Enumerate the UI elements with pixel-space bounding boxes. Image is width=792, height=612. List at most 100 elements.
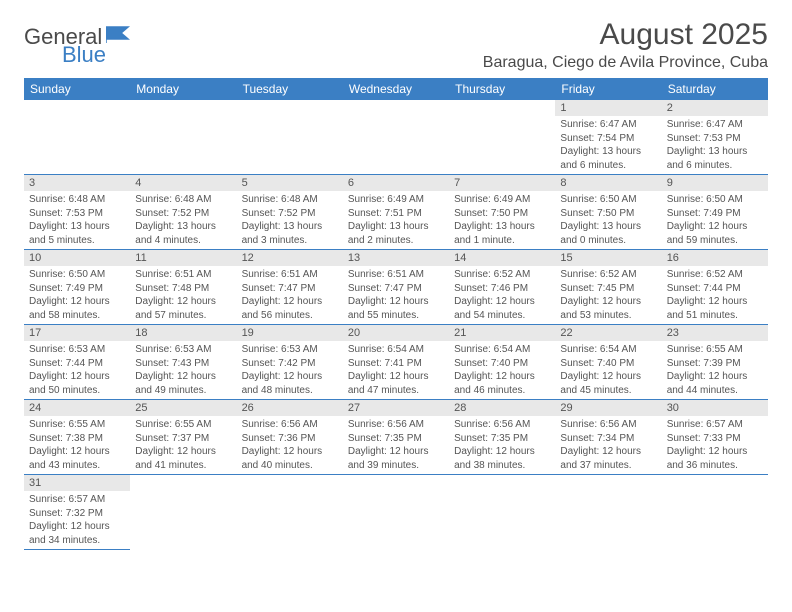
daylight-text: Daylight: 12 hours and 55 minutes. <box>348 295 444 322</box>
sunrise-text: Sunrise: 6:50 AM <box>560 193 656 207</box>
calendar-week-row: 17 Sunrise: 6:53 AM Sunset: 7:44 PM Dayligh… <box>24 325 768 400</box>
sunset-text: Sunset: 7:47 PM <box>242 282 338 296</box>
day-details: Sunrise: 6:55 AMSunset: 7:37 PMDaylight:… <box>130 416 236 474</box>
calendar-day-cell: 16Sunrise: 6:52 AMSunset: 7:44 PMDayligh… <box>662 250 768 325</box>
calendar-day-cell: 24Sunrise: 6:55 AMSunset: 7:38 PMDayligh… <box>24 400 130 475</box>
calendar-day-cell: 17Sunrise: 6:53 AMSunset: 7:44 PMDayligh… <box>24 325 130 400</box>
sunset-text: Sunset: 7:42 PM <box>242 357 338 371</box>
sunset-text: Sunset: 7:39 PM <box>667 357 763 371</box>
header: General August 2025 Baragua, Ciego de Av… <box>24 18 768 72</box>
calendar-day-cell <box>449 475 555 550</box>
day-number: 4 <box>130 175 236 191</box>
calendar-day-cell: 8Sunrise: 6:50 AMSunset: 7:50 PMDaylight… <box>555 175 661 250</box>
weekday-header: Sunday <box>24 78 130 100</box>
calendar-day-cell <box>130 100 236 175</box>
sunrise-text: Sunrise: 6:56 AM <box>454 418 550 432</box>
sunset-text: Sunset: 7:44 PM <box>667 282 763 296</box>
day-details: Sunrise: 6:56 AMSunset: 7:36 PMDaylight:… <box>237 416 343 474</box>
calendar-day-cell <box>555 475 661 550</box>
sunset-text: Sunset: 7:33 PM <box>667 432 763 446</box>
calendar-day-cell: 13Sunrise: 6:51 AMSunset: 7:47 PMDayligh… <box>343 250 449 325</box>
day-number: 31 <box>24 475 130 491</box>
sunset-text: Sunset: 7:49 PM <box>29 282 125 296</box>
day-number: 25 <box>130 400 236 416</box>
calendar-day-cell: 28Sunrise: 6:56 AMSunset: 7:35 PMDayligh… <box>449 400 555 475</box>
weekday-header: Friday <box>555 78 661 100</box>
day-details: Sunrise: 6:54 AMSunset: 7:40 PMDaylight:… <box>555 341 661 399</box>
sunrise-text: Sunrise: 6:51 AM <box>242 268 338 282</box>
day-number: 29 <box>555 400 661 416</box>
daylight-text: Daylight: 12 hours and 57 minutes. <box>135 295 231 322</box>
calendar-week-row: 3Sunrise: 6:48 AMSunset: 7:53 PMDaylight… <box>24 175 768 250</box>
day-number: 6 <box>343 175 449 191</box>
sunrise-text: Sunrise: 6:53 AM <box>135 343 231 357</box>
day-number: 22 <box>555 325 661 341</box>
calendar-week-row: 1Sunrise: 6:47 AMSunset: 7:54 PMDaylight… <box>24 100 768 175</box>
sunrise-text: Sunrise: 6:48 AM <box>135 193 231 207</box>
sunset-text: Sunset: 7:43 PM <box>135 357 231 371</box>
day-details: Sunrise: 6:56 AMSunset: 7:35 PMDaylight:… <box>343 416 449 474</box>
calendar-day-cell: 7Sunrise: 6:49 AMSunset: 7:50 PMDaylight… <box>449 175 555 250</box>
calendar-day-cell: 2Sunrise: 6:47 AMSunset: 7:53 PMDaylight… <box>662 100 768 175</box>
sunrise-text: Sunrise: 6:57 AM <box>29 493 125 507</box>
sunrise-text: Sunrise: 6:56 AM <box>560 418 656 432</box>
calendar-day-cell: 19Sunrise: 6:53 AMSunset: 7:42 PMDayligh… <box>237 325 343 400</box>
daylight-text: Daylight: 12 hours and 58 minutes. <box>29 295 125 322</box>
day-details: Sunrise: 6:48 AMSunset: 7:52 PMDaylight:… <box>237 191 343 249</box>
day-number: 11 <box>130 250 236 266</box>
calendar-day-cell: 12Sunrise: 6:51 AMSunset: 7:47 PMDayligh… <box>237 250 343 325</box>
day-number: 7 <box>449 175 555 191</box>
sunrise-text: Sunrise: 6:51 AM <box>348 268 444 282</box>
day-number: 10 <box>24 250 130 266</box>
daylight-text: Daylight: 12 hours and 46 minutes. <box>454 370 550 397</box>
daylight-text: Daylight: 12 hours and 51 minutes. <box>667 295 763 322</box>
calendar-day-cell: 31Sunrise: 6:57 AMSunset: 7:32 PMDayligh… <box>24 475 130 550</box>
sunrise-text: Sunrise: 6:56 AM <box>242 418 338 432</box>
calendar-day-cell: 27Sunrise: 6:56 AMSunset: 7:35 PMDayligh… <box>343 400 449 475</box>
day-details: Sunrise: 6:55 AMSunset: 7:39 PMDaylight:… <box>662 341 768 399</box>
day-number: 23 <box>662 325 768 341</box>
day-details: Sunrise: 6:55 AMSunset: 7:38 PMDaylight:… <box>24 416 130 474</box>
day-number: 17 <box>24 325 130 341</box>
sunrise-text: Sunrise: 6:48 AM <box>242 193 338 207</box>
day-number: 24 <box>24 400 130 416</box>
weekday-header: Monday <box>130 78 236 100</box>
sunrise-text: Sunrise: 6:51 AM <box>135 268 231 282</box>
logo-text-blue: Blue <box>62 42 106 67</box>
day-details: Sunrise: 6:50 AMSunset: 7:49 PMDaylight:… <box>24 266 130 324</box>
sunset-text: Sunset: 7:50 PM <box>560 207 656 221</box>
day-details: Sunrise: 6:50 AMSunset: 7:49 PMDaylight:… <box>662 191 768 249</box>
day-number: 1 <box>555 100 661 116</box>
sunset-text: Sunset: 7:47 PM <box>348 282 444 296</box>
sunset-text: Sunset: 7:35 PM <box>348 432 444 446</box>
sunrise-text: Sunrise: 6:55 AM <box>29 418 125 432</box>
calendar-day-cell: 20Sunrise: 6:54 AMSunset: 7:41 PMDayligh… <box>343 325 449 400</box>
sunset-text: Sunset: 7:38 PM <box>29 432 125 446</box>
sunset-text: Sunset: 7:44 PM <box>29 357 125 371</box>
calendar-day-cell: 21Sunrise: 6:54 AMSunset: 7:40 PMDayligh… <box>449 325 555 400</box>
calendar-day-cell: 4Sunrise: 6:48 AMSunset: 7:52 PMDaylight… <box>130 175 236 250</box>
day-details: Sunrise: 6:52 AMSunset: 7:46 PMDaylight:… <box>449 266 555 324</box>
day-details: Sunrise: 6:52 AMSunset: 7:44 PMDaylight:… <box>662 266 768 324</box>
sunrise-text: Sunrise: 6:49 AM <box>454 193 550 207</box>
sunrise-text: Sunrise: 6:47 AM <box>560 118 656 132</box>
header-right: August 2025 Baragua, Ciego de Avila Prov… <box>483 18 768 72</box>
daylight-text: Daylight: 12 hours and 48 minutes. <box>242 370 338 397</box>
calendar-week-row: 24Sunrise: 6:55 AMSunset: 7:38 PMDayligh… <box>24 400 768 475</box>
daylight-text: Daylight: 12 hours and 39 minutes. <box>348 445 444 472</box>
daylight-text: Daylight: 12 hours and 43 minutes. <box>29 445 125 472</box>
calendar-day-cell: 14Sunrise: 6:52 AMSunset: 7:46 PMDayligh… <box>449 250 555 325</box>
sunrise-text: Sunrise: 6:48 AM <box>29 193 125 207</box>
daylight-text: Daylight: 12 hours and 49 minutes. <box>135 370 231 397</box>
sunset-text: Sunset: 7:52 PM <box>135 207 231 221</box>
daylight-text: Daylight: 12 hours and 44 minutes. <box>667 370 763 397</box>
day-details: Sunrise: 6:48 AMSunset: 7:53 PMDaylight:… <box>24 191 130 249</box>
day-details: Sunrise: 6:47 AMSunset: 7:53 PMDaylight:… <box>662 116 768 174</box>
calendar-day-cell <box>343 100 449 175</box>
sunrise-text: Sunrise: 6:54 AM <box>560 343 656 357</box>
daylight-text: Daylight: 13 hours and 3 minutes. <box>242 220 338 247</box>
day-details: Sunrise: 6:56 AMSunset: 7:35 PMDaylight:… <box>449 416 555 474</box>
calendar-day-cell: 26Sunrise: 6:56 AMSunset: 7:36 PMDayligh… <box>237 400 343 475</box>
sunset-text: Sunset: 7:49 PM <box>667 207 763 221</box>
sunset-text: Sunset: 7:36 PM <box>242 432 338 446</box>
